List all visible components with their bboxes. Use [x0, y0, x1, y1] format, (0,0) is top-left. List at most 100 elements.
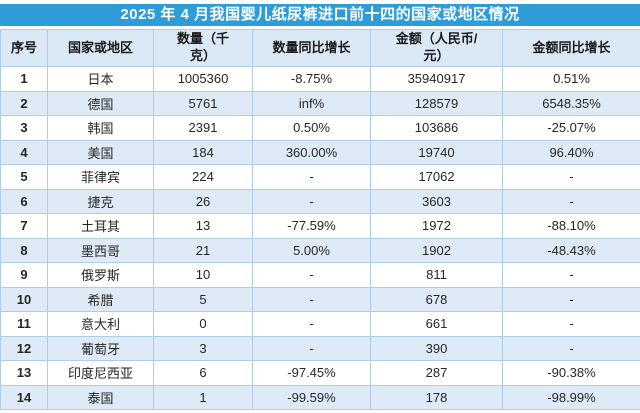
table-row: 3 韩国 2391 0.50% 103686 -25.07%: [0, 115, 640, 141]
table-row: 6 捷克 26 - 3603 -: [0, 188, 640, 214]
cell-quantity-yoy: -97.45%: [252, 360, 371, 386]
cell-quantity: 26: [153, 188, 253, 214]
cell-amount-yoy: -: [502, 286, 640, 312]
header-amount: 金额（人民币/ 元）: [370, 29, 503, 67]
cell-quantity: 6: [153, 360, 253, 386]
header-quantity: 数量（千 克）: [153, 29, 253, 67]
cell-quantity: 184: [153, 139, 253, 165]
cell-quantity-yoy: inf%: [252, 90, 371, 116]
cell-quantity: 224: [153, 164, 253, 190]
cell-rank: 8: [0, 237, 48, 263]
cell-amount: 178: [370, 384, 503, 410]
cell-rank: 7: [0, 213, 48, 239]
cell-quantity: 13: [153, 213, 253, 239]
table-row: 12 葡萄牙 3 - 390 -: [0, 335, 640, 361]
cell-quantity: 1: [153, 384, 253, 410]
cell-amount-yoy: -: [502, 335, 640, 361]
table-row: 4 美国 184 360.00% 19740 96.40%: [0, 139, 640, 165]
cell-amount: 287: [370, 360, 503, 386]
cell-country: 葡萄牙: [47, 335, 154, 361]
table-row: 11 意大利 0 - 661 -: [0, 311, 640, 337]
cell-amount: 35940917: [370, 66, 503, 92]
cell-country: 美国: [47, 139, 154, 165]
table-row: 7 土耳其 13 -77.59% 1972 -88.10%: [0, 213, 640, 239]
cell-quantity-yoy: -77.59%: [252, 213, 371, 239]
cell-rank: 5: [0, 164, 48, 190]
cell-amount-yoy: 6548.35%: [502, 90, 640, 116]
cell-amount-yoy: -: [502, 262, 640, 288]
cell-rank: 9: [0, 262, 48, 288]
cell-country: 印度尼西亚: [47, 360, 154, 386]
cell-quantity-yoy: 360.00%: [252, 139, 371, 165]
cell-rank: 10: [0, 286, 48, 312]
cell-quantity-yoy: -8.75%: [252, 66, 371, 92]
cell-amount-yoy: -88.10%: [502, 213, 640, 239]
cell-rank: 11: [0, 311, 48, 337]
cell-amount-yoy: -90.38%: [502, 360, 640, 386]
header-amount-yoy: 金额同比增长: [502, 29, 640, 67]
import-table: 序号 国家或地区 数量（千 克） 数量同比增长 金额（人民币/ 元） 金额同比增…: [0, 29, 640, 410]
cell-amount-yoy: -98.99%: [502, 384, 640, 410]
cell-country: 韩国: [47, 115, 154, 141]
cell-amount: 678: [370, 286, 503, 312]
cell-quantity-yoy: -: [252, 188, 371, 214]
cell-quantity-yoy: -: [252, 311, 371, 337]
cell-quantity: 3: [153, 335, 253, 361]
cell-quantity: 21: [153, 237, 253, 263]
cell-amount: 128579: [370, 90, 503, 116]
table-row: 10 希腊 5 - 678 -: [0, 286, 640, 312]
table-row: 5 菲律宾 224 - 17062 -: [0, 164, 640, 190]
cell-country: 日本: [47, 66, 154, 92]
cell-country: 俄罗斯: [47, 262, 154, 288]
cell-amount-yoy: -: [502, 311, 640, 337]
cell-quantity: 5761: [153, 90, 253, 116]
cell-rank: 13: [0, 360, 48, 386]
cell-amount-yoy: -48.43%: [502, 237, 640, 263]
cell-amount: 811: [370, 262, 503, 288]
table-row: 2 德国 5761 inf% 128579 6548.35%: [0, 90, 640, 116]
cell-amount-yoy: -: [502, 164, 640, 190]
cell-amount: 3603: [370, 188, 503, 214]
header-country: 国家或地区: [47, 29, 154, 67]
table-row: 9 俄罗斯 10 - 811 -: [0, 262, 640, 288]
table-row: 13 印度尼西亚 6 -97.45% 287 -90.38%: [0, 360, 640, 386]
header-row: 序号 国家或地区 数量（千 克） 数量同比增长 金额（人民币/ 元） 金额同比增…: [0, 29, 640, 67]
cell-quantity-yoy: -: [252, 164, 371, 190]
cell-rank: 2: [0, 90, 48, 116]
cell-quantity: 10: [153, 262, 253, 288]
cell-amount: 1972: [370, 213, 503, 239]
cell-country: 泰国: [47, 384, 154, 410]
cell-rank: 14: [0, 384, 48, 410]
cell-amount: 661: [370, 311, 503, 337]
cell-quantity: 5: [153, 286, 253, 312]
table-row: 14 泰国 1 -99.59% 178 -98.99%: [0, 384, 640, 410]
cell-country: 德国: [47, 90, 154, 116]
cell-amount: 17062: [370, 164, 503, 190]
cell-amount-yoy: 0.51%: [502, 66, 640, 92]
cell-amount: 103686: [370, 115, 503, 141]
cell-quantity-yoy: -: [252, 286, 371, 312]
cell-quantity: 2391: [153, 115, 253, 141]
cell-country: 捷克: [47, 188, 154, 214]
cell-quantity-yoy: -: [252, 335, 371, 361]
header-rank: 序号: [0, 29, 48, 67]
cell-rank: 6: [0, 188, 48, 214]
cell-country: 墨西哥: [47, 237, 154, 263]
cell-amount: 390: [370, 335, 503, 361]
cell-quantity: 0: [153, 311, 253, 337]
cell-quantity-yoy: -: [252, 262, 371, 288]
cell-country: 土耳其: [47, 213, 154, 239]
cell-quantity-yoy: 5.00%: [252, 237, 371, 263]
cell-amount-yoy: -25.07%: [502, 115, 640, 141]
header-quantity-yoy: 数量同比增长: [252, 29, 371, 67]
cell-quantity-yoy: 0.50%: [252, 115, 371, 141]
cell-quantity-yoy: -99.59%: [252, 384, 371, 410]
cell-rank: 3: [0, 115, 48, 141]
cell-amount: 19740: [370, 139, 503, 165]
table-row: 8 墨西哥 21 5.00% 1902 -48.43%: [0, 237, 640, 263]
cell-country: 菲律宾: [47, 164, 154, 190]
cell-amount-yoy: 96.40%: [502, 139, 640, 165]
cell-amount: 1902: [370, 237, 503, 263]
cell-country: 意大利: [47, 311, 154, 337]
